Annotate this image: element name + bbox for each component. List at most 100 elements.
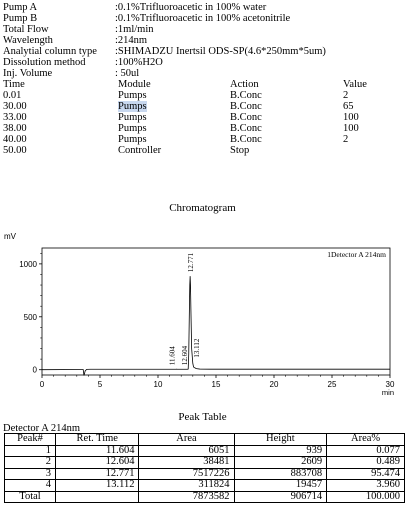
gradient-time: 0.01 <box>3 90 22 101</box>
peak-table-detector: Detector A 214nm <box>3 423 80 434</box>
param-label: Inj. Volume <box>3 68 53 79</box>
height: 939 <box>233 444 328 457</box>
ret-time: 12.604 <box>55 456 140 469</box>
x-tick-label: 10 <box>154 380 163 389</box>
total-height: 906714 <box>233 490 328 503</box>
area: 7517226 <box>138 467 235 480</box>
column-header-time: Time <box>3 79 25 90</box>
param-row-total-flow: Total Flow :1ml/min <box>3 24 403 35</box>
table-row: 3 12.771 7517226 883708 95.474 <box>3 467 405 480</box>
table-row: 4 13.112 311824 19457 3.960 <box>3 479 405 492</box>
y-tick-label: 1000 <box>19 260 37 269</box>
param-row-column-type: Analytial column type :SHIMADZU Inertsil… <box>3 46 403 57</box>
gradient-action: B.Conc <box>230 112 262 123</box>
plot-frame <box>41 247 391 376</box>
gradient-value: 2 <box>343 134 349 145</box>
gradient-value: 100 <box>343 123 359 134</box>
gradient-time: 30.00 <box>3 101 27 112</box>
column-header-value: Value <box>343 79 367 90</box>
table-row: 2 12.604 38481 2609 0.489 <box>3 456 405 469</box>
gradient-row: 40.00 Pumps B.Conc 2 <box>3 134 403 145</box>
gradient-action: B.Conc <box>230 90 262 101</box>
x-tick-label: 25 <box>328 380 337 389</box>
area: 311824 <box>138 479 235 492</box>
column-header-module: Module <box>118 79 151 90</box>
peak-number: 1 <box>3 444 57 457</box>
gradient-row: 30.00 Pumps B.Conc 65 <box>3 101 403 112</box>
gradient-time: 33.00 <box>3 112 27 123</box>
x-axis: 0 5 10 15 20 25 30 <box>40 375 395 389</box>
gradient-module: Controller <box>118 145 162 156</box>
column-header-ret-time: Ret. Time <box>55 433 140 446</box>
area-pct: 0.077 <box>326 444 405 457</box>
gradient-module: Pumps <box>118 101 147 112</box>
area: 38481 <box>138 456 235 469</box>
area-pct: 95.474 <box>326 467 405 480</box>
total-area-pct: 100.000 <box>326 490 405 503</box>
gradient-value: 2 <box>343 90 349 101</box>
gradient-time: 50.00 <box>3 145 27 156</box>
param-label: Wavelength <box>3 35 53 46</box>
total-ret-time <box>55 490 140 503</box>
ret-time: 13.112 <box>55 479 140 492</box>
y-axis: 0 500 1000 <box>19 252 42 375</box>
param-row-wavelength: Wavelength :214nm <box>3 35 403 46</box>
gradient-module: Pumps <box>118 112 147 123</box>
param-value: :0.1%Trifluoroacetic in 100% water <box>115 2 267 13</box>
total-label: Total <box>3 490 57 503</box>
param-row-inj-volume: Inj. Volume : 50ul <box>3 68 403 79</box>
total-area: 7873582 <box>138 490 235 503</box>
height: 2609 <box>233 456 328 469</box>
area-pct: 0.489 <box>326 456 405 469</box>
param-row-pump-a: Pump A :0.1%Trifluoroacetic in 100% wate… <box>3 2 403 13</box>
ret-time: 12.771 <box>55 467 140 480</box>
x-tick-label: 30 <box>386 380 395 389</box>
param-value: :100%H2O <box>115 57 163 68</box>
param-value: :0.1%Trifluoroacetic in 100% acetonitril… <box>115 13 291 24</box>
gradient-row: 0.01 Pumps B.Conc 2 <box>3 90 403 101</box>
gradient-time: 38.00 <box>3 123 27 134</box>
chromatogram-chart: mV 1Detector A 214nm min 0 5 10 15 20 25 30 0 5… <box>4 232 395 397</box>
peak-number: 2 <box>3 456 57 469</box>
detector-legend: 1Detector A 214nm <box>327 250 386 259</box>
gradient-action: Stop <box>230 145 250 156</box>
x-tick-label: 15 <box>212 380 221 389</box>
y-tick-label: 500 <box>24 313 38 322</box>
gradient-time: 40.00 <box>3 134 27 145</box>
column-header-area-pct: Area% <box>326 433 405 446</box>
peak-labels: 11.604 12.604 12.771 13.112 <box>169 252 201 365</box>
area: 6051 <box>138 444 235 457</box>
param-label: Analytial column type <box>3 46 97 57</box>
gradient-row: 33.00 Pumps B.Conc 100 <box>3 112 403 123</box>
column-header-peak: Peak# <box>3 433 57 446</box>
gradient-value: 100 <box>343 112 359 123</box>
height: 19457 <box>233 479 328 492</box>
gradient-value: 65 <box>343 101 354 112</box>
param-label: Total Flow <box>3 24 49 35</box>
param-label: Pump A <box>3 2 38 13</box>
peak-label: 11.604 <box>169 346 177 365</box>
param-value: : 50ul <box>115 68 140 79</box>
gradient-module: Pumps <box>118 90 147 101</box>
x-tick-label: 5 <box>98 380 103 389</box>
gradient-row: 50.00 Controller Stop <box>3 145 403 156</box>
peak-table: Peak# Ret. Time Area Height Area% 1 11.6… <box>3 433 405 503</box>
column-header-height: Height <box>233 433 328 446</box>
peak-label: 12.771 <box>187 252 195 272</box>
chromatogram-title: Chromatogram <box>169 202 236 214</box>
area-pct: 3.960 <box>326 479 405 492</box>
x-tick-label: 0 <box>40 380 45 389</box>
gradient-action: B.Conc <box>230 123 262 134</box>
param-label: Pump B <box>3 13 38 24</box>
gradient-action: B.Conc <box>230 101 262 112</box>
param-label: Dissolution method <box>3 57 86 68</box>
chromatogram-trace <box>41 276 390 376</box>
peak-label: 13.112 <box>193 338 201 357</box>
gradient-action: B.Conc <box>230 134 262 145</box>
table-row: 1 11.604 6051 939 0.077 <box>3 444 405 457</box>
param-value: :214nm <box>115 35 148 46</box>
table-total-row: Total 7873582 906714 100.000 <box>3 490 405 503</box>
gradient-module: Pumps <box>118 134 147 145</box>
peak-number: 4 <box>3 479 57 492</box>
peak-table-header: Peak# Ret. Time Area Height Area% <box>3 433 405 446</box>
